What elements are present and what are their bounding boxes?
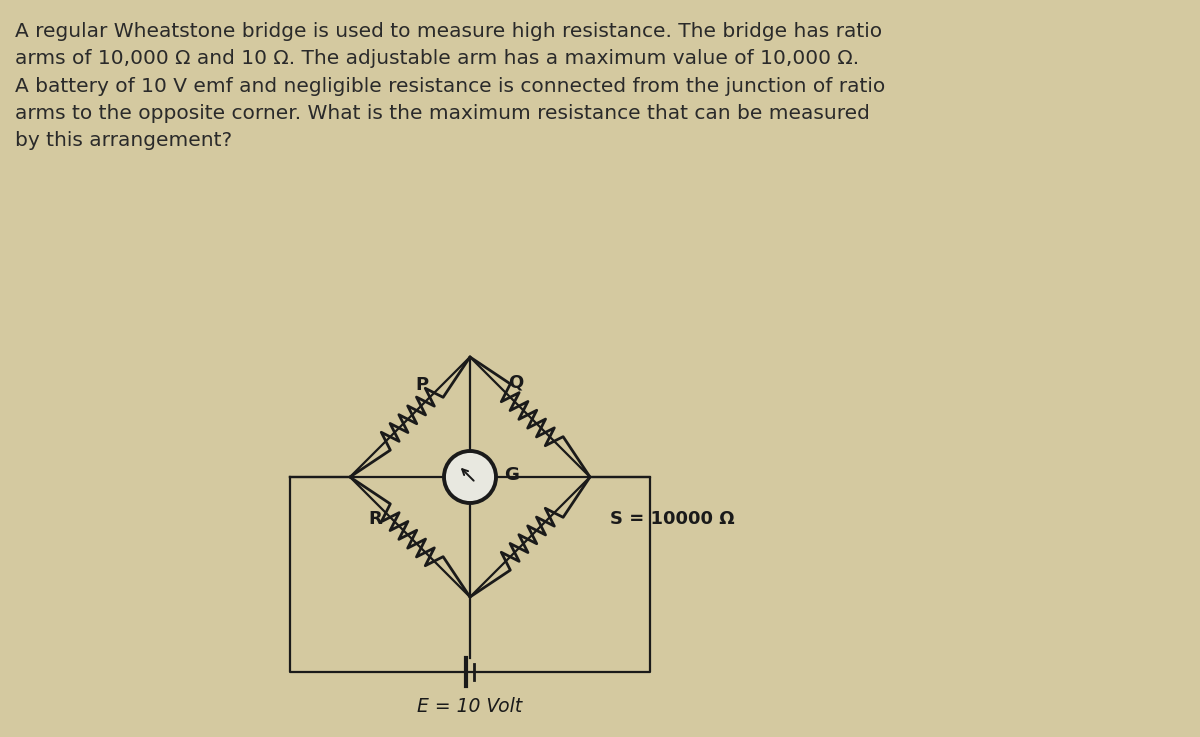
Text: P: P	[415, 376, 428, 394]
Text: Q: Q	[509, 373, 523, 391]
Text: S = 10000 Ω: S = 10000 Ω	[610, 510, 734, 528]
Text: A regular Wheatstone bridge is used to measure high resistance. The bridge has r: A regular Wheatstone bridge is used to m…	[14, 22, 886, 150]
Text: G: G	[504, 466, 518, 484]
Text: R: R	[368, 510, 382, 528]
Circle shape	[444, 451, 496, 503]
Text: E = 10 Volt: E = 10 Volt	[418, 697, 523, 716]
